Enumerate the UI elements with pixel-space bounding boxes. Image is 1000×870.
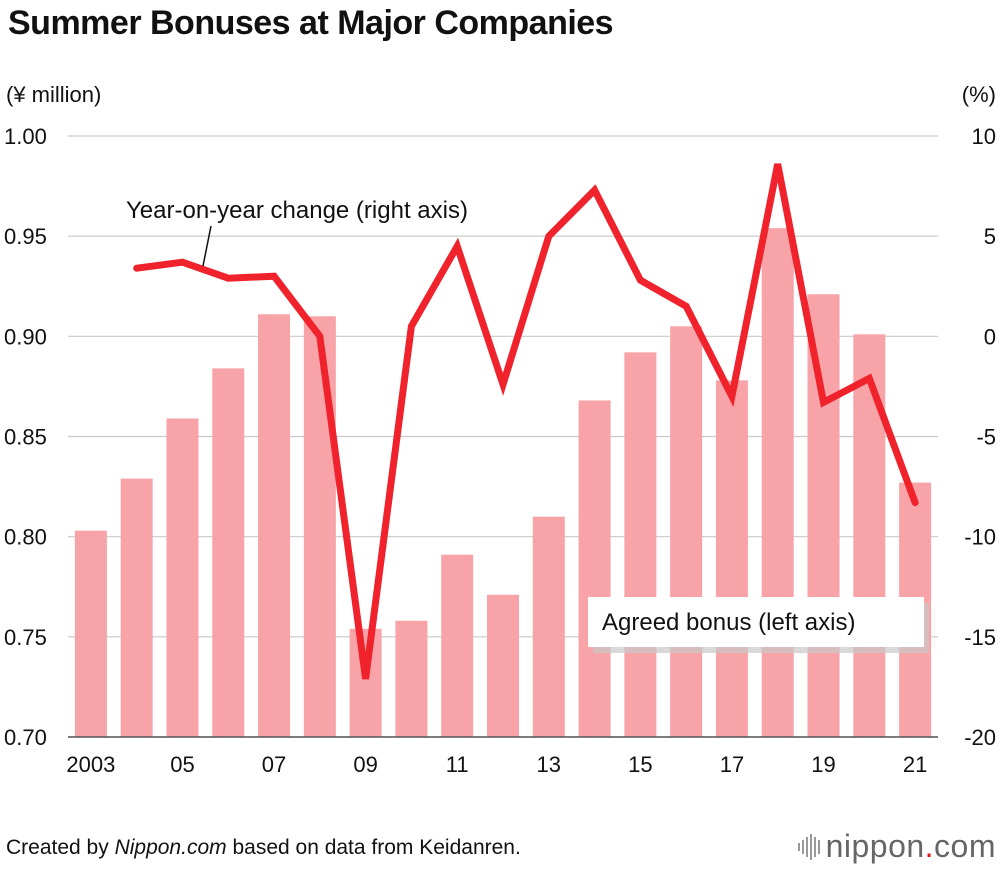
logo-mark-icon: [797, 832, 820, 862]
left-tick-label: 0.80: [4, 525, 47, 550]
left-tick-label: 0.85: [4, 425, 47, 450]
bar-2015: [624, 352, 657, 737]
x-tick-label: 05: [170, 752, 194, 777]
bar-2006: [212, 368, 245, 737]
x-tick-label: 11: [446, 752, 469, 777]
bar-2018: [761, 228, 794, 738]
credit-prefix: Created by: [6, 836, 115, 859]
bar-2005: [166, 418, 199, 737]
left-tick-label: 0.75: [4, 625, 47, 650]
yoy-change-line: [133, 163, 919, 680]
right-tick-label: -5: [976, 425, 996, 450]
line-series-label: Year-on-year change (right axis): [126, 197, 468, 224]
chart-title: Summer Bonuses at Major Companies: [8, 4, 614, 42]
x-tick-label: 07: [262, 752, 286, 777]
bar-2013: [532, 516, 565, 737]
right-tick-label: 10: [972, 124, 996, 149]
left-tick-label: 0.90: [4, 324, 47, 349]
bar-2014: [578, 400, 611, 737]
right-tick-label: 0: [984, 324, 996, 349]
right-tick-label: -10: [964, 525, 996, 550]
credit-source: Nippon.com: [114, 836, 227, 859]
bar-2011: [441, 554, 474, 737]
bar-2020: [853, 334, 886, 737]
x-tick-label: 17: [720, 752, 744, 777]
right-tick-label: -15: [964, 625, 996, 650]
footer-credit: Created by Nippon.com based on data from…: [6, 836, 521, 860]
x-tick-label: 09: [353, 752, 377, 777]
right-axis-unit: (%): [961, 82, 996, 107]
bar-2017: [715, 380, 748, 737]
bar-2010: [395, 620, 428, 737]
left-axis-unit: (¥ million): [6, 82, 102, 107]
credit-suffix: based on data from Keidanren.: [226, 836, 521, 859]
bar-series-label: Agreed bonus (left axis): [602, 609, 855, 636]
x-tick-label: 13: [537, 752, 561, 777]
logo-wordmark: nippon.com: [826, 828, 996, 865]
logo-name: nippon: [825, 828, 925, 864]
bar-2007: [258, 314, 291, 737]
bar-2004: [120, 478, 153, 737]
x-tick-label: 19: [811, 752, 835, 777]
bar-2019: [807, 294, 840, 737]
x-tick-label: 21: [903, 752, 927, 777]
x-tick-label: 15: [628, 752, 652, 777]
right-tick-label: -20: [964, 725, 996, 750]
left-tick-label: 1.00: [4, 124, 47, 149]
x-tick-label: 2003: [66, 752, 115, 777]
logo-dot: .: [924, 828, 935, 864]
bar-2003: [74, 530, 107, 737]
logo-tld: com: [934, 828, 996, 864]
bar-2009: [349, 628, 382, 737]
right-tick-label: 5: [984, 224, 996, 249]
bar-2016: [670, 326, 703, 737]
left-tick-label: 0.70: [4, 725, 47, 750]
bar-label-box: [588, 597, 924, 647]
nippon-logo: nippon.com: [797, 828, 996, 865]
bar-2008: [303, 316, 336, 737]
left-tick-label: 0.95: [4, 224, 47, 249]
bar-2012: [487, 594, 519, 737]
line-label-leader: [202, 225, 212, 267]
